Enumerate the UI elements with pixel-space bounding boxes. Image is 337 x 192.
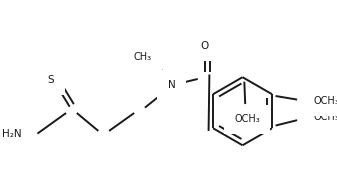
Text: CH₃: CH₃ [134, 52, 152, 62]
Text: OCH₃: OCH₃ [234, 114, 260, 124]
Text: OCH₃: OCH₃ [313, 113, 337, 122]
Text: S: S [48, 75, 54, 85]
Text: OCH₃: OCH₃ [313, 96, 337, 106]
Text: N: N [168, 80, 176, 90]
Text: H₂N: H₂N [2, 129, 21, 139]
Text: O: O [201, 41, 209, 51]
